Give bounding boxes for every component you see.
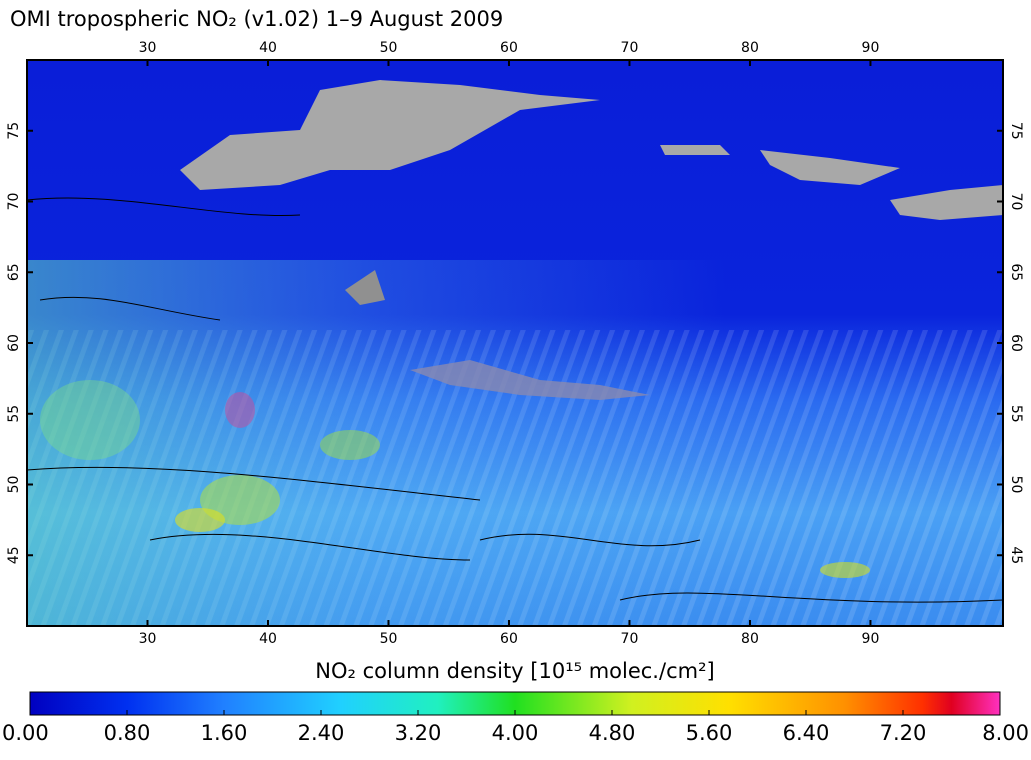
colorbar-tick-label: 3.20 [395,721,442,745]
colorbar-tick-label: 7.20 [880,721,927,745]
colorbar-tick-label: 2.40 [298,721,345,745]
lon-label: 40 [259,631,277,647]
lon-label: 90 [862,631,880,647]
lat-label: 75 [6,122,22,140]
lon-label: 60 [500,40,518,56]
lat-label: 60 [1008,334,1024,352]
lon-label: 30 [139,40,157,56]
colorbar-tick-label: 4.00 [492,721,539,745]
lon-label: 60 [500,631,518,647]
colorbar-tick-label: 1.60 [201,721,248,745]
colorbar-tick-label: 8.00 [982,721,1029,745]
colorbar-tick-label: 0.80 [104,721,151,745]
map-image [26,60,1004,626]
lon-label: 70 [621,40,639,56]
lat-label: 70 [6,193,22,211]
lon-label: 70 [621,631,639,647]
lon-label: 90 [862,40,880,56]
colorbar-tick-label: 0.00 [2,721,49,745]
colorbar-tick-label: 6.40 [783,721,830,745]
lat-label: 50 [6,476,22,494]
lat-label: 50 [1008,476,1024,494]
colorbar-tick-label: 4.80 [589,721,636,745]
colorbar-label: NO₂ column density [10¹⁵ molec./cm²] [315,659,714,683]
colorbar-tick-label: 5.60 [686,721,733,745]
lat-label: 60 [6,334,22,352]
lat-label: 45 [1008,546,1024,564]
lon-label: 30 [139,631,157,647]
lon-label: 40 [259,40,277,56]
lat-label: 75 [1008,122,1024,140]
lat-label: 65 [6,263,22,281]
title: OMI tropospheric NO₂ (v1.02) 1–9 August … [10,7,503,31]
lon-label: 80 [741,40,759,56]
lat-label: 70 [1008,193,1024,211]
lat-label: 55 [6,405,22,423]
lon-label: 80 [741,631,759,647]
lon-label: 50 [380,40,398,56]
lat-label: 65 [1008,263,1024,281]
lat-label: 55 [1008,405,1024,423]
lon-label: 50 [380,631,398,647]
lat-label: 45 [6,546,22,564]
